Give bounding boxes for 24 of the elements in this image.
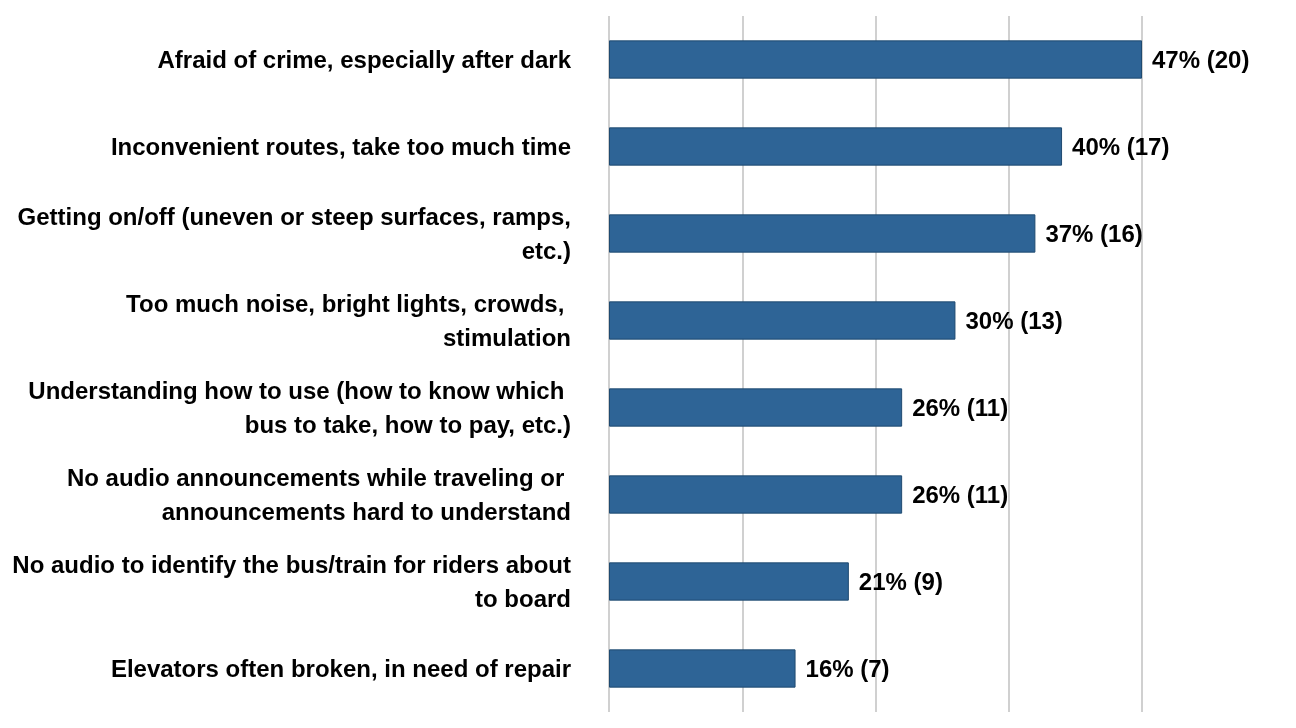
bar — [609, 649, 796, 688]
bar — [609, 40, 1142, 79]
y-tick-label: No audio to identify the bus/train for riders about to board — [12, 551, 571, 612]
data-label: 26% (11) — [912, 481, 1009, 508]
y-tick-label: Inconvenient routes, take too much time — [110, 133, 571, 160]
y-tick-label: No audio announcements while traveling or announcements hard to understand — [66, 464, 571, 525]
data-label: 21% (9) — [858, 568, 943, 595]
data-label: 30% (13) — [965, 307, 1063, 334]
data-label: 37% (16) — [1045, 220, 1143, 247]
y-tick-label: Understanding how to use (how to know which bus to take, how to pay, etc.) — [28, 377, 571, 438]
data-label: 16% (7) — [805, 655, 890, 682]
bar — [609, 475, 903, 514]
y-tick-label: Afraid of crime, especially after dark — [157, 46, 572, 73]
y-tick-label: Too much noise, bright lights, crowds, stimulation — [126, 290, 571, 351]
data-label: 47% (20) — [1152, 46, 1250, 73]
y-tick-label: Elevators often broken, in need of repair — [110, 655, 571, 682]
bar — [609, 388, 903, 427]
data-label: 40% (17) — [1072, 133, 1170, 160]
bar — [609, 127, 1063, 166]
bar — [609, 214, 1036, 253]
bar — [609, 301, 956, 340]
data-label: 26% (11) — [912, 394, 1009, 421]
y-tick-label: Getting on/off (uneven or steep surfaces, ramps, etc.) — [17, 203, 571, 264]
bar — [609, 562, 849, 601]
